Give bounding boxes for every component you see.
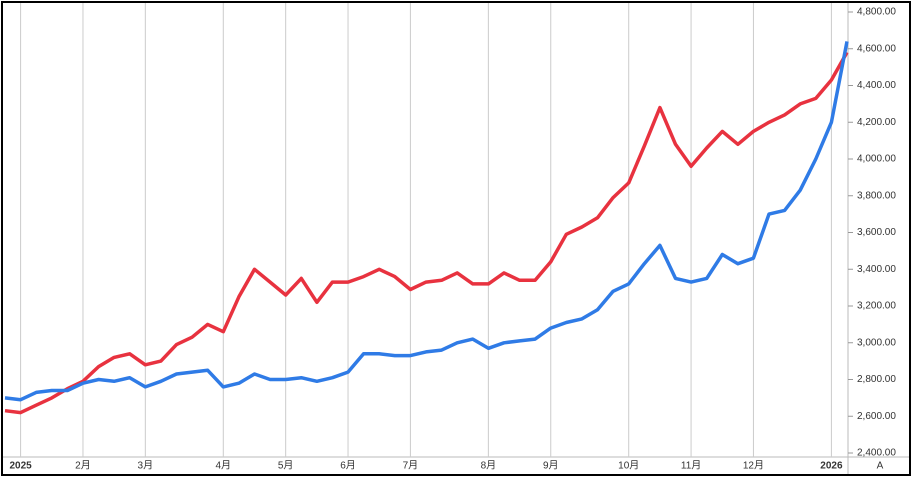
x-tick-label: 2026 [820, 461, 843, 472]
x-tick-label: 9月 [543, 460, 559, 472]
y-tick-label: 3,200.00 [857, 301, 896, 312]
y-tick-label: 4,200.00 [857, 117, 896, 128]
y-tick-label: 3,000.00 [857, 337, 896, 348]
x-tick-label: 6月 [340, 460, 356, 472]
y-tick-label: 3,800.00 [857, 190, 896, 201]
x-tick-label: 12月 [743, 460, 764, 472]
y-tick-label: 2,400.00 [857, 448, 896, 459]
series-line [4, 41, 849, 402]
y-tick-label: 2,600.00 [857, 411, 896, 422]
x-tick-label: 8月 [481, 460, 497, 472]
y-tick-label: 3,400.00 [857, 264, 896, 275]
x-tick-label: 2月 [75, 460, 91, 472]
y-tick-label: 4,400.00 [857, 80, 896, 91]
x-tick-label: 7月 [403, 460, 419, 472]
x-tick-label: 2025 [9, 461, 32, 472]
y-tick-label: 4,800.00 [857, 7, 896, 18]
x-tick-label: 4月 [216, 460, 232, 472]
y-tick-label: 4,600.00 [857, 43, 896, 54]
x-tick-label: 11月 [681, 460, 701, 472]
series-line [4, 51, 849, 415]
x-tick-label: 3月 [138, 460, 154, 472]
x-tick-label: 10月 [618, 460, 639, 472]
y-tick-label: 4,000.00 [857, 154, 896, 165]
y-tick-label: 2,800.00 [857, 374, 896, 385]
x-tick-label: 5月 [278, 460, 294, 472]
corner-label: A [877, 461, 884, 472]
y-tick-label: 3,600.00 [857, 227, 896, 238]
